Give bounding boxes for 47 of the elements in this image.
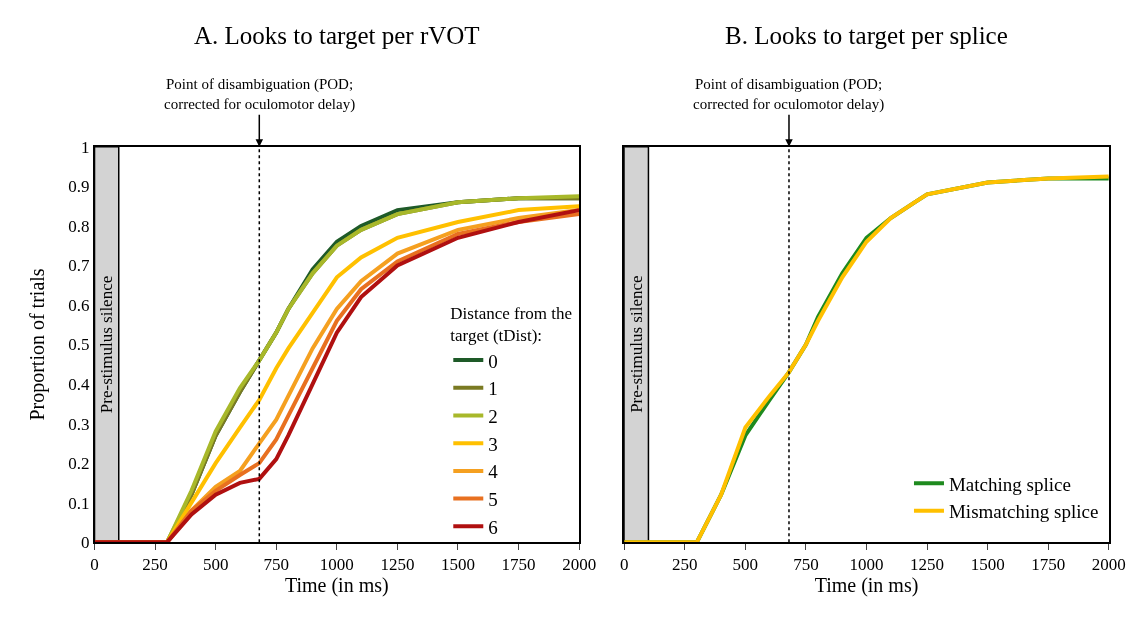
x-tick-label: 1250 [380,555,415,575]
ref-line-label: Point of disambiguation (POD; corrected for oculomotor delay) [164,76,356,113]
legend-label: Mismatching splice [948,501,1099,523]
chart-title: B. Looks to target per splice [725,22,1008,49]
x-tick-label: 1000 [849,555,884,575]
y-axis-title: Proportion of trials [26,268,50,421]
x-tick-label: 1250 [910,555,945,575]
y-tick-label: 0.1 [68,493,90,513]
y-tick-label: 1 [80,137,90,157]
x-axis-title: Time (in ms) [284,574,389,598]
y-tick-label: 0.4 [68,374,90,394]
x-tick-label: 500 [732,555,759,575]
x-tick-label: 0 [619,555,629,575]
x-tick-label: 750 [263,555,290,575]
y-tick-label: 0.8 [68,216,90,236]
y-tick-label: 0 [80,533,90,553]
band-label: Pre-stimulus silence [626,275,646,413]
legend-label: 5 [488,489,498,511]
x-tick-label: 500 [202,555,229,575]
y-tick-label: 0.6 [68,295,90,315]
legend-title: Distance from the target (tDist): [450,304,573,346]
x-tick-label: 1000 [319,555,354,575]
x-tick-label: 2000 [562,555,597,575]
x-tick-label: 1750 [1031,555,1066,575]
x-tick-label: 250 [672,555,698,575]
legend-label: 1 [488,378,498,400]
legend-label: 2 [488,405,498,427]
legend-label: 6 [488,516,498,538]
x-tick-label: 2000 [1091,555,1126,575]
chart-title: A. Looks to target per rVOT [194,22,480,49]
x-tick-label: 1500 [440,555,475,575]
y-tick-label: 0.5 [68,335,90,355]
x-tick-label: 250 [142,555,168,575]
legend-label: 4 [488,461,499,483]
x-tick-label: 750 [793,555,819,575]
y-tick-label: 0.7 [68,256,90,276]
y-tick-label: 0.2 [68,454,90,474]
y-tick-label: 0.3 [68,414,90,434]
legend-label: 0 [488,350,498,372]
ref-line-label: Point of disambiguation (POD; corrected for oculomotor delay) [693,76,885,113]
x-tick-label: 1750 [501,555,536,575]
y-tick-label: 0.9 [68,177,90,197]
legend-label: 3 [488,433,498,455]
legend-label: Matching splice [948,473,1071,495]
x-axis-title: Time (in ms) [814,574,919,598]
x-tick-label: 1500 [970,555,1005,575]
band-label: Pre-stimulus silence [97,275,117,414]
